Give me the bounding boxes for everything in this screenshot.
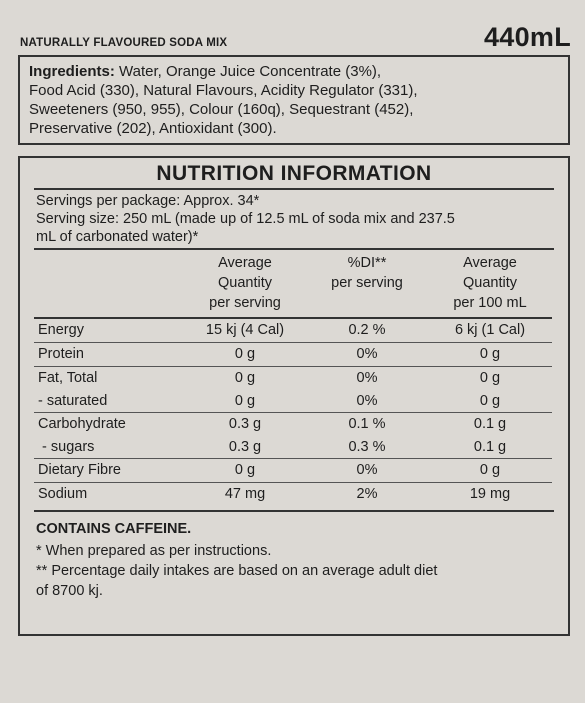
- row-label: Sodium: [34, 482, 184, 506]
- row-avg: 0.3 g: [184, 412, 306, 436]
- table-row: - sugars 0.3 g 0.3 % 0.1 g: [34, 436, 552, 459]
- product-name: NATURALLY FLAVOURED SODA MIX: [20, 37, 228, 49]
- header-line: per 100 mL: [453, 295, 527, 311]
- row-di: 0%: [356, 393, 378, 409]
- row-per100: 6 kj (1 Cal): [454, 322, 526, 338]
- table-row: Sodium 47 mg 2% 19 mg: [34, 482, 552, 506]
- header-empty: [34, 250, 184, 318]
- nutrition-panel: NUTRITION INFORMATION Servings per packa…: [18, 156, 570, 636]
- table-row: Fat, Total 0 g 0% 0 g: [34, 366, 552, 390]
- header-avg-per-100ml: Average Quantity per 100 mL: [428, 250, 552, 318]
- divider: [34, 510, 554, 512]
- row-avg: 0 g: [184, 342, 306, 367]
- row-label: Dietary Fibre: [34, 458, 184, 483]
- row-di: 0.3 %: [348, 439, 386, 455]
- row-per100: 0 g: [428, 342, 552, 367]
- row-per100: 19 mg: [428, 482, 552, 506]
- serving-size-cont: mL of carbonated water)*: [36, 229, 199, 245]
- divider: [34, 248, 554, 250]
- header-line: %DI**: [347, 255, 387, 271]
- footnotes: CONTAINS CAFFEINE. * When prepared as pe…: [20, 512, 568, 601]
- table-row: Protein 0 g 0% 0 g: [34, 342, 552, 367]
- serving-size: Serving size: 250 mL (made up of 12.5 mL…: [36, 211, 455, 227]
- ingredients-line: Ingredients: Water, Orange Juice Concent…: [29, 62, 559, 81]
- footnote-daily-intake: ** Percentage daily intakes are based on…: [36, 563, 438, 579]
- header-line: Quantity: [463, 275, 517, 291]
- ingredients-panel: Ingredients: Water, Orange Juice Concent…: [18, 55, 570, 145]
- row-per100: 0 g: [428, 458, 552, 483]
- row-per100: 0 g: [479, 393, 501, 409]
- table-row: - saturated 0 g 0% 0 g: [34, 390, 552, 413]
- table-row: Carbohydrate 0.3 g 0.1 % 0.1 g: [34, 412, 552, 436]
- row-avg: 0.3 g: [228, 439, 262, 455]
- header-line: Average: [218, 255, 272, 271]
- row-label: Energy: [38, 322, 84, 338]
- footnote-preparation: * When prepared as per instructions.: [36, 543, 272, 559]
- row-label: Fat, Total: [34, 366, 184, 390]
- row-label: - saturated: [38, 393, 108, 409]
- header-line: Quantity: [218, 275, 272, 291]
- servings-per-package: Servings per package: Approx. 34*: [36, 193, 260, 209]
- ingredients-line: Preservative (202), Antioxidant (300).: [29, 120, 277, 137]
- table-header-row: Average Quantity per serving %DI** per s…: [34, 250, 552, 318]
- row-label: - sugars: [38, 439, 95, 455]
- row-per100: 0.1 g: [428, 412, 552, 436]
- footnote-daily-intake-cont: of 8700 kj.: [36, 583, 103, 599]
- ingredients-text: Water, Orange Juice Concentrate (3%),: [114, 63, 382, 80]
- row-di: 0.1 %: [306, 412, 428, 436]
- row-di: 0%: [306, 458, 428, 483]
- table-row: Dietary Fibre 0 g 0% 0 g: [34, 458, 552, 483]
- row-per100: 0 g: [428, 366, 552, 390]
- serving-info: Servings per package: Approx. 34* Servin…: [20, 190, 568, 248]
- row-avg: 0 g: [234, 393, 256, 409]
- header-line: per serving: [331, 275, 403, 291]
- row-di: 2%: [306, 482, 428, 506]
- row-label: Carbohydrate: [34, 412, 184, 436]
- caffeine-warning: CONTAINS CAFFEINE.: [36, 521, 192, 537]
- nutrition-table: Average Quantity per serving %DI** per s…: [34, 250, 552, 506]
- ingredients-line: Food Acid (330), Natural Flavours, Acidi…: [29, 82, 418, 99]
- nutrition-title: NUTRITION INFORMATION: [34, 158, 554, 190]
- row-avg: 15 kj (4 Cal): [205, 322, 285, 338]
- row-label: Protein: [34, 342, 184, 367]
- header-line: Average: [463, 255, 517, 271]
- row-di: 0.2 %: [348, 322, 386, 338]
- product-volume: 440mL: [483, 22, 571, 52]
- header-di-per-serving: %DI** per serving: [306, 250, 428, 318]
- row-avg: 0 g: [184, 458, 306, 483]
- table-row: Energy 15 kj (4 Cal) 0.2 % 6 kj (1 Cal): [34, 318, 552, 343]
- header-avg-per-serving: Average Quantity per serving: [184, 250, 306, 318]
- row-avg: 0 g: [184, 366, 306, 390]
- ingredients-label: Ingredients:: [29, 63, 115, 80]
- row-di: 0%: [306, 366, 428, 390]
- row-per100: 0.1 g: [473, 439, 507, 455]
- row-di: 0%: [306, 342, 428, 367]
- ingredients-line: Sweeteners (950, 955), Colour (160q), Se…: [29, 101, 414, 118]
- header-line: per serving: [209, 295, 281, 311]
- row-avg: 47 mg: [184, 482, 306, 506]
